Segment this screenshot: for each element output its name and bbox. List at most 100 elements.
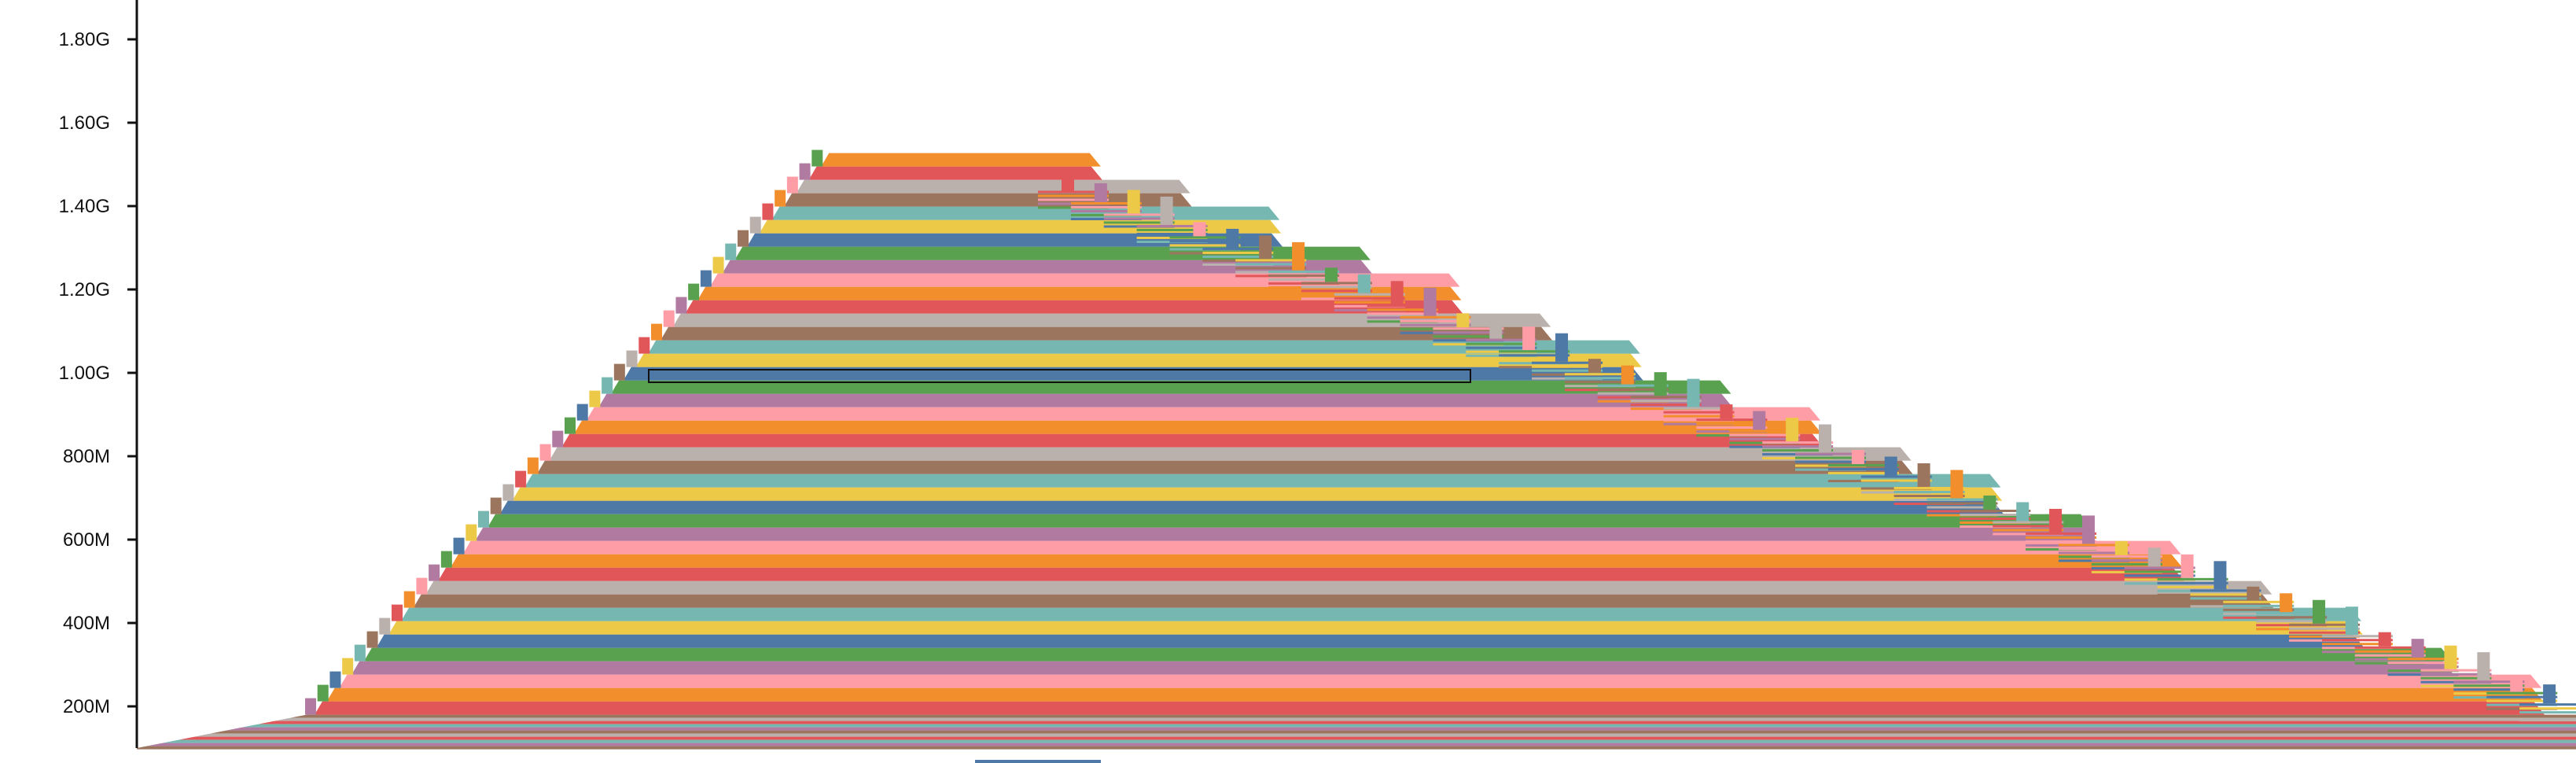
allocation-stub — [626, 350, 638, 367]
stripe-mark — [1400, 323, 1471, 326]
allocation-band[interactable] — [549, 447, 1912, 461]
stripe-mark — [2124, 570, 2195, 573]
stripe-mark — [1103, 213, 1175, 216]
allocation-band[interactable] — [475, 527, 2093, 541]
stripe-mark — [2420, 673, 2492, 676]
stripe-mark — [2223, 608, 2294, 611]
spike-mark — [2081, 515, 2095, 544]
allocation-stub — [305, 698, 316, 715]
allocation-band[interactable] — [709, 273, 1460, 287]
allocation-band[interactable] — [771, 206, 1280, 220]
spike-mark — [2378, 632, 2391, 647]
stripe-mark — [1334, 297, 1405, 300]
stripe-mark — [1795, 456, 1866, 459]
allocation-stub — [329, 671, 341, 688]
stripe-mark — [2486, 695, 2558, 698]
spike-mark — [1851, 450, 1864, 465]
y-tick-label: 400M — [63, 613, 110, 634]
allocation-band[interactable] — [598, 393, 1733, 407]
allocation-band[interactable] — [611, 380, 1731, 394]
stripe-mark — [2519, 719, 2576, 722]
allocation-band[interactable] — [488, 514, 2092, 528]
allocation-band[interactable] — [536, 460, 1913, 474]
allocation-stub — [379, 617, 391, 635]
allocation-band[interactable] — [401, 607, 2361, 621]
stripe-mark — [1136, 228, 1208, 231]
stripe-mark — [2519, 715, 2576, 718]
allocation-band[interactable] — [672, 313, 1551, 327]
stripe-mark — [1960, 513, 2031, 516]
allocation-band[interactable] — [512, 487, 2003, 501]
stripe-mark — [2091, 562, 2162, 566]
stripe-mark — [1301, 286, 1372, 289]
allocation-band[interactable] — [388, 621, 2363, 635]
stripe-mark — [1926, 506, 1998, 509]
y-tick-label: 800M — [63, 446, 110, 467]
allocation-band[interactable] — [685, 300, 1463, 314]
allocation-band[interactable] — [661, 326, 1552, 341]
stripe-mark — [1136, 232, 1208, 235]
allocation-band[interactable] — [339, 674, 2542, 688]
allocation-stub — [392, 604, 403, 621]
allocation-stub — [638, 337, 650, 354]
allocation-band[interactable] — [499, 500, 2004, 514]
allocation-band[interactable] — [438, 567, 2184, 581]
allocation-band[interactable] — [574, 420, 1822, 434]
allocation-band[interactable] — [425, 581, 2272, 595]
allocation-stub — [366, 631, 378, 648]
stripe-mark — [2124, 566, 2195, 569]
allocation-band[interactable] — [462, 540, 2181, 555]
stripe-mark — [1038, 194, 1109, 197]
stripe-mark — [1499, 354, 1570, 357]
allocation-stub — [429, 564, 440, 581]
allocation-band[interactable] — [635, 353, 1642, 367]
allocation-stub — [725, 243, 737, 260]
spike-mark — [1687, 378, 1700, 407]
spike-mark — [2477, 652, 2490, 681]
allocation-band[interactable] — [821, 153, 1101, 167]
stripe-mark — [1499, 350, 1570, 353]
stripe-mark — [1597, 384, 1669, 387]
stripe-mark — [1268, 274, 1340, 277]
stripe-mark — [1993, 529, 2064, 532]
stripe-mark — [1827, 464, 1899, 467]
stripe-mark — [1893, 490, 1965, 493]
y-tick-label: 1.80G — [59, 29, 110, 50]
stripe-mark — [1993, 521, 2064, 524]
stripe-mark — [1827, 468, 1899, 471]
spike-mark — [1819, 424, 1831, 453]
allocation-band[interactable] — [326, 687, 2544, 702]
highlighted-band[interactable] — [648, 369, 1471, 383]
allocation-stub — [712, 256, 724, 274]
allocation-band[interactable] — [734, 246, 1371, 260]
spike-mark — [1357, 274, 1371, 293]
baseline-stripe — [137, 730, 2576, 734]
stripe-mark — [1433, 335, 1504, 338]
allocation-band[interactable] — [561, 433, 1823, 448]
stripe-mark — [1630, 404, 1702, 407]
allocation-band[interactable] — [586, 407, 1821, 421]
spike-mark — [1555, 333, 1569, 362]
spike-mark — [2247, 586, 2260, 601]
stripe-mark — [1729, 429, 1801, 433]
stripe-mark — [1301, 289, 1372, 293]
allocation-band[interactable] — [808, 166, 1102, 180]
allocation-band[interactable] — [413, 594, 2274, 608]
allocation-band[interactable] — [351, 661, 2454, 675]
allocation-band[interactable] — [697, 286, 1462, 300]
allocation-stub — [466, 524, 477, 541]
stripe-mark — [1169, 236, 1241, 239]
spike-mark — [2180, 554, 2194, 578]
allocation-band[interactable] — [747, 233, 1282, 247]
spike-mark — [1390, 281, 1404, 305]
y-tick-label: 1.00G — [59, 363, 110, 384]
allocation-band[interactable] — [315, 701, 2545, 715]
allocation-band[interactable] — [376, 634, 2364, 648]
allocation-band[interactable] — [363, 647, 2453, 662]
allocation-band[interactable] — [648, 340, 1640, 354]
spike-mark — [1950, 470, 1963, 499]
allocation-band[interactable] — [796, 179, 1190, 194]
allocation-band[interactable] — [450, 554, 2183, 568]
allocation-band[interactable] — [722, 260, 1372, 274]
allocation-band[interactable] — [524, 474, 2001, 488]
